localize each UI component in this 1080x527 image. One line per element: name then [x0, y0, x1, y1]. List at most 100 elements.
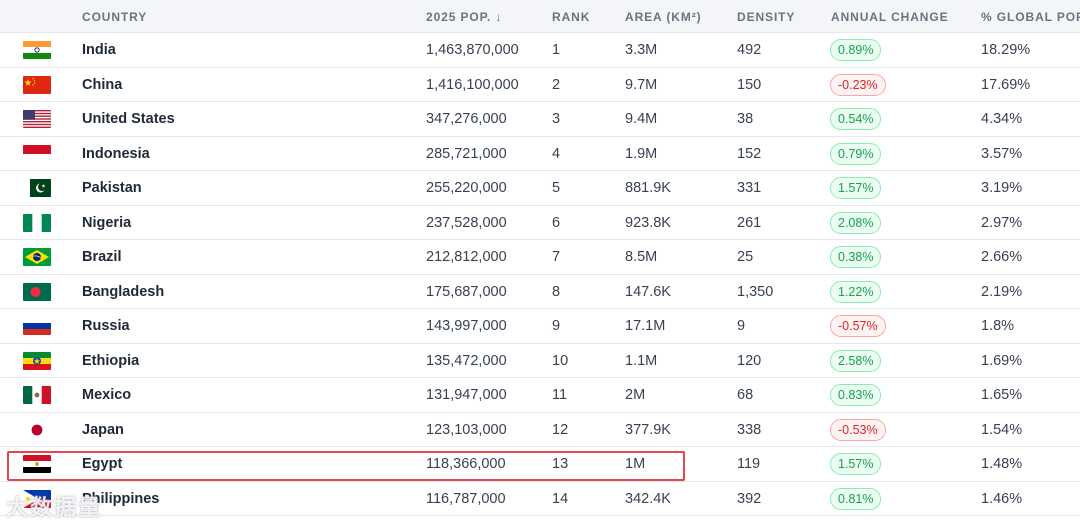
- rank-value: 12: [552, 421, 569, 438]
- density-value: 9: [737, 318, 746, 334]
- rank-value: 2: [552, 76, 561, 93]
- country-name[interactable]: Brazil: [82, 249, 122, 265]
- table-row[interactable]: Ethiopia 135,472,000 10 1.1M 120 2.58% 1.69%: [0, 343, 1080, 378]
- country-name[interactable]: Nigeria: [82, 214, 132, 231]
- country-name[interactable]: Indonesia: [82, 145, 150, 162]
- ethiopia-flag-icon: [23, 351, 51, 370]
- annual-change-badge: 0.83%: [830, 384, 882, 406]
- density-value: 492: [737, 42, 762, 58]
- nigeria-flag-icon: [23, 213, 51, 232]
- population-value: 237,528,000: [426, 214, 507, 231]
- population-value: 123,103,000: [426, 421, 507, 438]
- annual-change-badge: -0.57%: [830, 315, 886, 337]
- annual-change-badge: 1.22%: [830, 280, 882, 303]
- table-row[interactable]: Bangladesh 175,687,000 8 147.6K 1,350 1.22% 2.…: [0, 274, 1080, 309]
- table-row[interactable]: China 1,416,100,000 2 9.7M 150 -0.23% 17.69%: [0, 67, 1080, 102]
- country-name[interactable]: Philippines: [82, 490, 160, 507]
- country-name[interactable]: Pakistan: [82, 180, 142, 196]
- table-row[interactable]: Mexico 131,947,000 11 2M 68 0.83% 1.65%: [0, 378, 1080, 413]
- global-pop-value: 1.48%: [981, 456, 1023, 472]
- area-value: 147.6K: [625, 283, 671, 300]
- header-rank[interactable]: RANK: [552, 10, 591, 24]
- header-annual-change[interactable]: ANNUAL CHANGE: [831, 10, 949, 24]
- header-population[interactable]: 2025 POP. ↓: [426, 10, 503, 24]
- country-name[interactable]: India: [82, 42, 116, 58]
- area-value: 3.3M: [625, 42, 658, 58]
- table-row[interactable]: India 1,463,870,000 1 3.3M 492 0.89% 18.29%: [0, 33, 1080, 68]
- annual-change-badge: 0.54%: [830, 108, 882, 130]
- global-pop-value: 1.8%: [981, 318, 1015, 334]
- global-pop-value: 1.46%: [981, 490, 1023, 507]
- population-value: 285,721,000: [426, 145, 507, 162]
- country-name[interactable]: Russia: [82, 318, 130, 334]
- mexico-flag-icon: [23, 386, 51, 404]
- area-value: 881.9K: [625, 180, 671, 196]
- annual-change-badge: -0.23%: [830, 73, 886, 96]
- global-pop-value: 2.19%: [981, 283, 1023, 300]
- table-row[interactable]: Brazil 212,812,000 7 8.5M 25 0.38% 2.66%: [0, 240, 1080, 275]
- table-row[interactable]: Indonesia 285,721,000 4 1.9M 152 0.79% 3.57%: [0, 136, 1080, 171]
- global-pop-value: 4.34%: [981, 111, 1023, 127]
- density-value: 261: [737, 214, 762, 231]
- indonesia-flag-icon: [23, 144, 51, 163]
- pakistan-flag-icon: [23, 179, 51, 197]
- country-name[interactable]: Mexico: [82, 387, 132, 403]
- country-name[interactable]: Ethiopia: [82, 352, 140, 369]
- annual-change-badge: 1.57%: [830, 177, 882, 199]
- density-value: 120: [737, 352, 762, 369]
- area-value: 342.4K: [625, 490, 671, 507]
- egypt-flag-icon: [23, 455, 51, 473]
- table-row[interactable]: United States 347,276,000 3 9.4M 38 0.54% 4.34…: [0, 102, 1080, 137]
- table-row[interactable]: Japan 123,103,000 12 377.9K 338 -0.53% 1.54%: [0, 412, 1080, 447]
- density-value: 392: [737, 490, 762, 507]
- population-value: 118,366,000: [426, 456, 506, 472]
- population-value: 143,997,000: [426, 318, 507, 334]
- header-density[interactable]: DENSITY: [737, 10, 796, 24]
- header-country[interactable]: COUNTRY: [82, 10, 148, 24]
- table-header: COUNTRY 2025 POP. ↓ RANK AREA (KM²) DENS…: [0, 0, 1080, 33]
- population-value: 212,812,000: [426, 249, 507, 265]
- brazil-flag-icon: [23, 248, 51, 266]
- rank-value: 11: [552, 387, 568, 403]
- header-global-pop[interactable]: % GLOBAL POP: [981, 10, 1080, 24]
- india-flag-icon: [23, 41, 51, 59]
- table-row[interactable]: Philippines 116,787,000 14 342.4K 392 0.81% 1.…: [0, 481, 1080, 516]
- table-row[interactable]: Nigeria 237,528,000 6 923.8K 261 2.08% 2.97%: [0, 205, 1080, 240]
- global-pop-value: 3.19%: [981, 180, 1023, 196]
- annual-change-badge: 0.79%: [830, 142, 882, 165]
- annual-change-badge: 0.89%: [830, 39, 882, 61]
- china-flag-icon: [23, 75, 51, 94]
- country-name[interactable]: United States: [82, 111, 175, 127]
- annual-change-badge: 0.38%: [830, 246, 882, 268]
- table-row[interactable]: Russia 143,997,000 9 17.1M 9 -0.57% 1.8%: [0, 309, 1080, 344]
- rank-value: 1: [552, 42, 561, 58]
- country-name[interactable]: China: [82, 76, 123, 93]
- area-value: 8.5M: [625, 249, 658, 265]
- density-value: 119: [737, 456, 761, 472]
- population-value: 175,687,000: [426, 283, 507, 300]
- header-area[interactable]: AREA (KM²): [625, 10, 702, 24]
- area-value: 2M: [625, 387, 646, 403]
- rank-value: 4: [552, 145, 561, 162]
- rank-value: 10: [552, 352, 569, 369]
- rank-value: 9: [552, 318, 561, 334]
- density-value: 331: [737, 180, 762, 196]
- density-value: 150: [737, 76, 762, 93]
- annual-change-badge: -0.53%: [830, 418, 886, 441]
- rank-value: 13: [552, 456, 569, 472]
- table-row[interactable]: Egypt 118,366,000 13 1M 119 1.57% 1.48%: [0, 447, 1080, 482]
- rank-value: 8: [552, 283, 561, 300]
- annual-change-badge: 2.58%: [830, 349, 882, 372]
- country-name[interactable]: Bangladesh: [82, 283, 165, 300]
- global-pop-value: 18.29%: [981, 42, 1031, 58]
- population-value: 255,220,000: [426, 180, 507, 196]
- country-name[interactable]: Japan: [82, 421, 124, 438]
- country-name[interactable]: Egypt: [82, 456, 123, 472]
- population-value: 131,947,000: [426, 387, 507, 403]
- population-value: 135,472,000: [426, 352, 507, 369]
- annual-change-badge: 1.57%: [830, 453, 882, 475]
- global-pop-value: 1.65%: [981, 387, 1023, 403]
- table-row[interactable]: Pakistan 255,220,000 5 881.9K 331 1.57% 3.19%: [0, 171, 1080, 206]
- bangladesh-flag-icon: [23, 282, 51, 301]
- density-value: 338: [737, 421, 762, 438]
